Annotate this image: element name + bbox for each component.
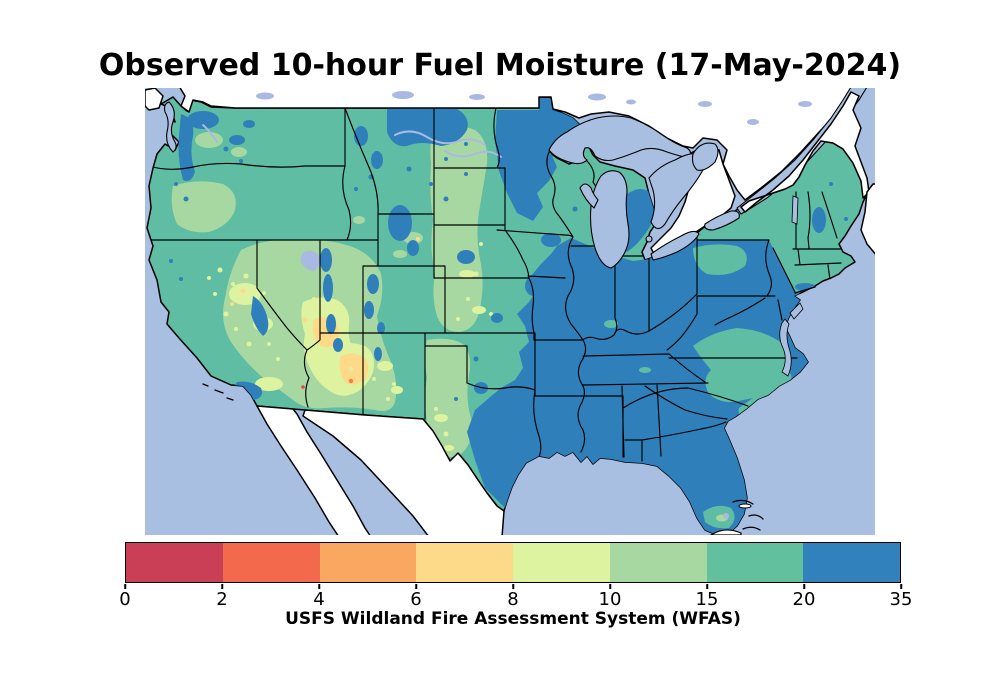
channel-islands: [202, 383, 234, 401]
vancouver-island: [145, 88, 164, 111]
long-island: [794, 286, 816, 294]
colorbar-tick-label: 15: [695, 589, 719, 610]
colorbar-tick-label: 8: [507, 589, 519, 610]
lake-ontario: [704, 210, 740, 231]
delaware-bay: [789, 302, 804, 320]
colorbar-segment-5: [609, 543, 707, 582]
lake-st-clair: [645, 235, 653, 243]
lake-huron: [648, 153, 705, 230]
colorbar-segment-2: [319, 543, 417, 582]
region-15-20-patches: [604, 244, 792, 529]
colorbar: [125, 542, 901, 583]
lake-superior: [548, 115, 692, 165]
chart-title: Observed 10-hour Fuel Moisture (17-May-2…: [98, 48, 902, 83]
green-bay: [579, 183, 599, 209]
new-brunswick: [860, 183, 875, 255]
colorbar-segment-6: [706, 543, 804, 582]
colorbar-tickmark: [803, 584, 805, 589]
lake-erie: [650, 230, 700, 261]
cuba-edge: [709, 529, 742, 535]
colorbar-segment-3: [416, 543, 513, 582]
us-fuel-moisture-map: [145, 88, 875, 535]
colorbar-tick-label: 35: [889, 589, 913, 610]
canadian-lakes: [256, 91, 812, 125]
colorbar-segment-4: [513, 543, 610, 582]
great-lakes: [163, 101, 804, 519]
bahamas-island: [738, 503, 752, 509]
great-salt-lake: [300, 250, 320, 271]
colorbar-ticks: 0 2 4 6 8 10 15 20 35: [119, 583, 912, 610]
islands: [202, 286, 816, 535]
colorbar-tick-label: 10: [598, 589, 622, 610]
mexico-mask: [256, 405, 505, 535]
colorbar-tickmark: [706, 584, 708, 589]
colorbar-label: USFS Wildland Fire Assessment System (WF…: [285, 609, 741, 629]
colorbar-segment-7: [803, 543, 900, 582]
colorbar-tick-label: 20: [792, 589, 816, 610]
puget-sound: [163, 101, 177, 153]
colorbar-tick-label: 0: [119, 589, 131, 610]
colorbar-tick-label: 6: [410, 589, 422, 610]
colorbar-tick-label: 2: [216, 589, 228, 610]
station-dots-dry: [207, 242, 493, 466]
colorbar-segment-0: [126, 543, 223, 582]
colorbar-tickmark: [609, 584, 611, 589]
red-station-dot: [301, 385, 305, 389]
canada-mask: [145, 88, 875, 257]
colorbar-tickmark: [124, 584, 126, 589]
colorbar-tickmark: [221, 584, 223, 589]
colorbar-tickmark: [415, 584, 417, 589]
bahamas-chain: [732, 499, 764, 531]
colorbar-segment-1: [222, 543, 320, 582]
colorbar-tickmark: [318, 584, 320, 589]
mexico-mainland: [302, 409, 505, 535]
baja-california: [256, 405, 371, 535]
state-borders: [148, 107, 843, 462]
colorbar-tickmark: [900, 584, 902, 589]
colorbar-tick-label: 4: [313, 589, 325, 610]
lake-okeechobee: [723, 513, 729, 519]
map-canvas: [145, 88, 875, 535]
georgian-bay: [691, 142, 719, 171]
colorbar-tickmark: [512, 584, 514, 589]
orange-station-dot: [348, 378, 354, 384]
lake-champlain: [791, 195, 799, 225]
river-traces: [202, 124, 502, 158]
chesapeake-bay: [779, 318, 792, 377]
